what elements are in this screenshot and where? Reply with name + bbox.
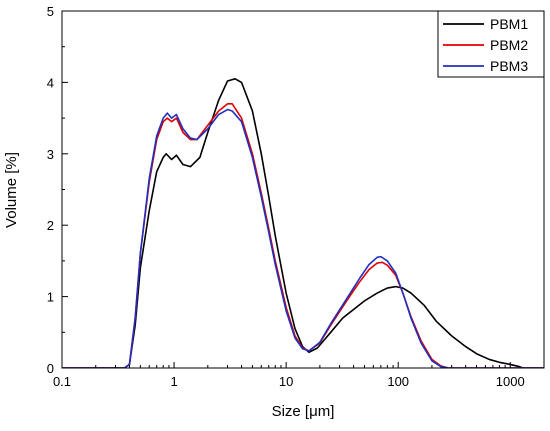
y-tick-label: 5 xyxy=(47,4,54,19)
legend-label-pbm3: PBM3 xyxy=(490,58,528,74)
legend-label-pbm2: PBM2 xyxy=(490,37,528,53)
x-tick-label: 1 xyxy=(170,374,177,389)
y-tick-label: 3 xyxy=(47,147,54,162)
x-axis-title: Size [μm] xyxy=(272,403,335,420)
ticks-layer: 0.1 1 10 100 1000 0 1 2 3 4 5 xyxy=(47,4,545,389)
series-line-pbm1 xyxy=(62,78,544,368)
y-tick-label: 0 xyxy=(47,361,54,376)
y-axis-title: Volume [%] xyxy=(3,152,20,228)
series-line-pbm3 xyxy=(62,108,544,368)
y-tick-label: 1 xyxy=(47,290,54,305)
series-layer xyxy=(62,78,544,368)
y-tick-label: 2 xyxy=(47,218,54,233)
x-tick-label: 10 xyxy=(279,374,293,389)
legend-label-pbm1: PBM1 xyxy=(490,16,528,32)
legend: PBM1 PBM2 PBM3 xyxy=(437,10,545,78)
x-tick-label: 1000 xyxy=(496,374,525,389)
x-tick-label: 100 xyxy=(387,374,409,389)
y-tick-label: 4 xyxy=(47,75,54,90)
x-tick-label: 0.1 xyxy=(53,374,71,389)
